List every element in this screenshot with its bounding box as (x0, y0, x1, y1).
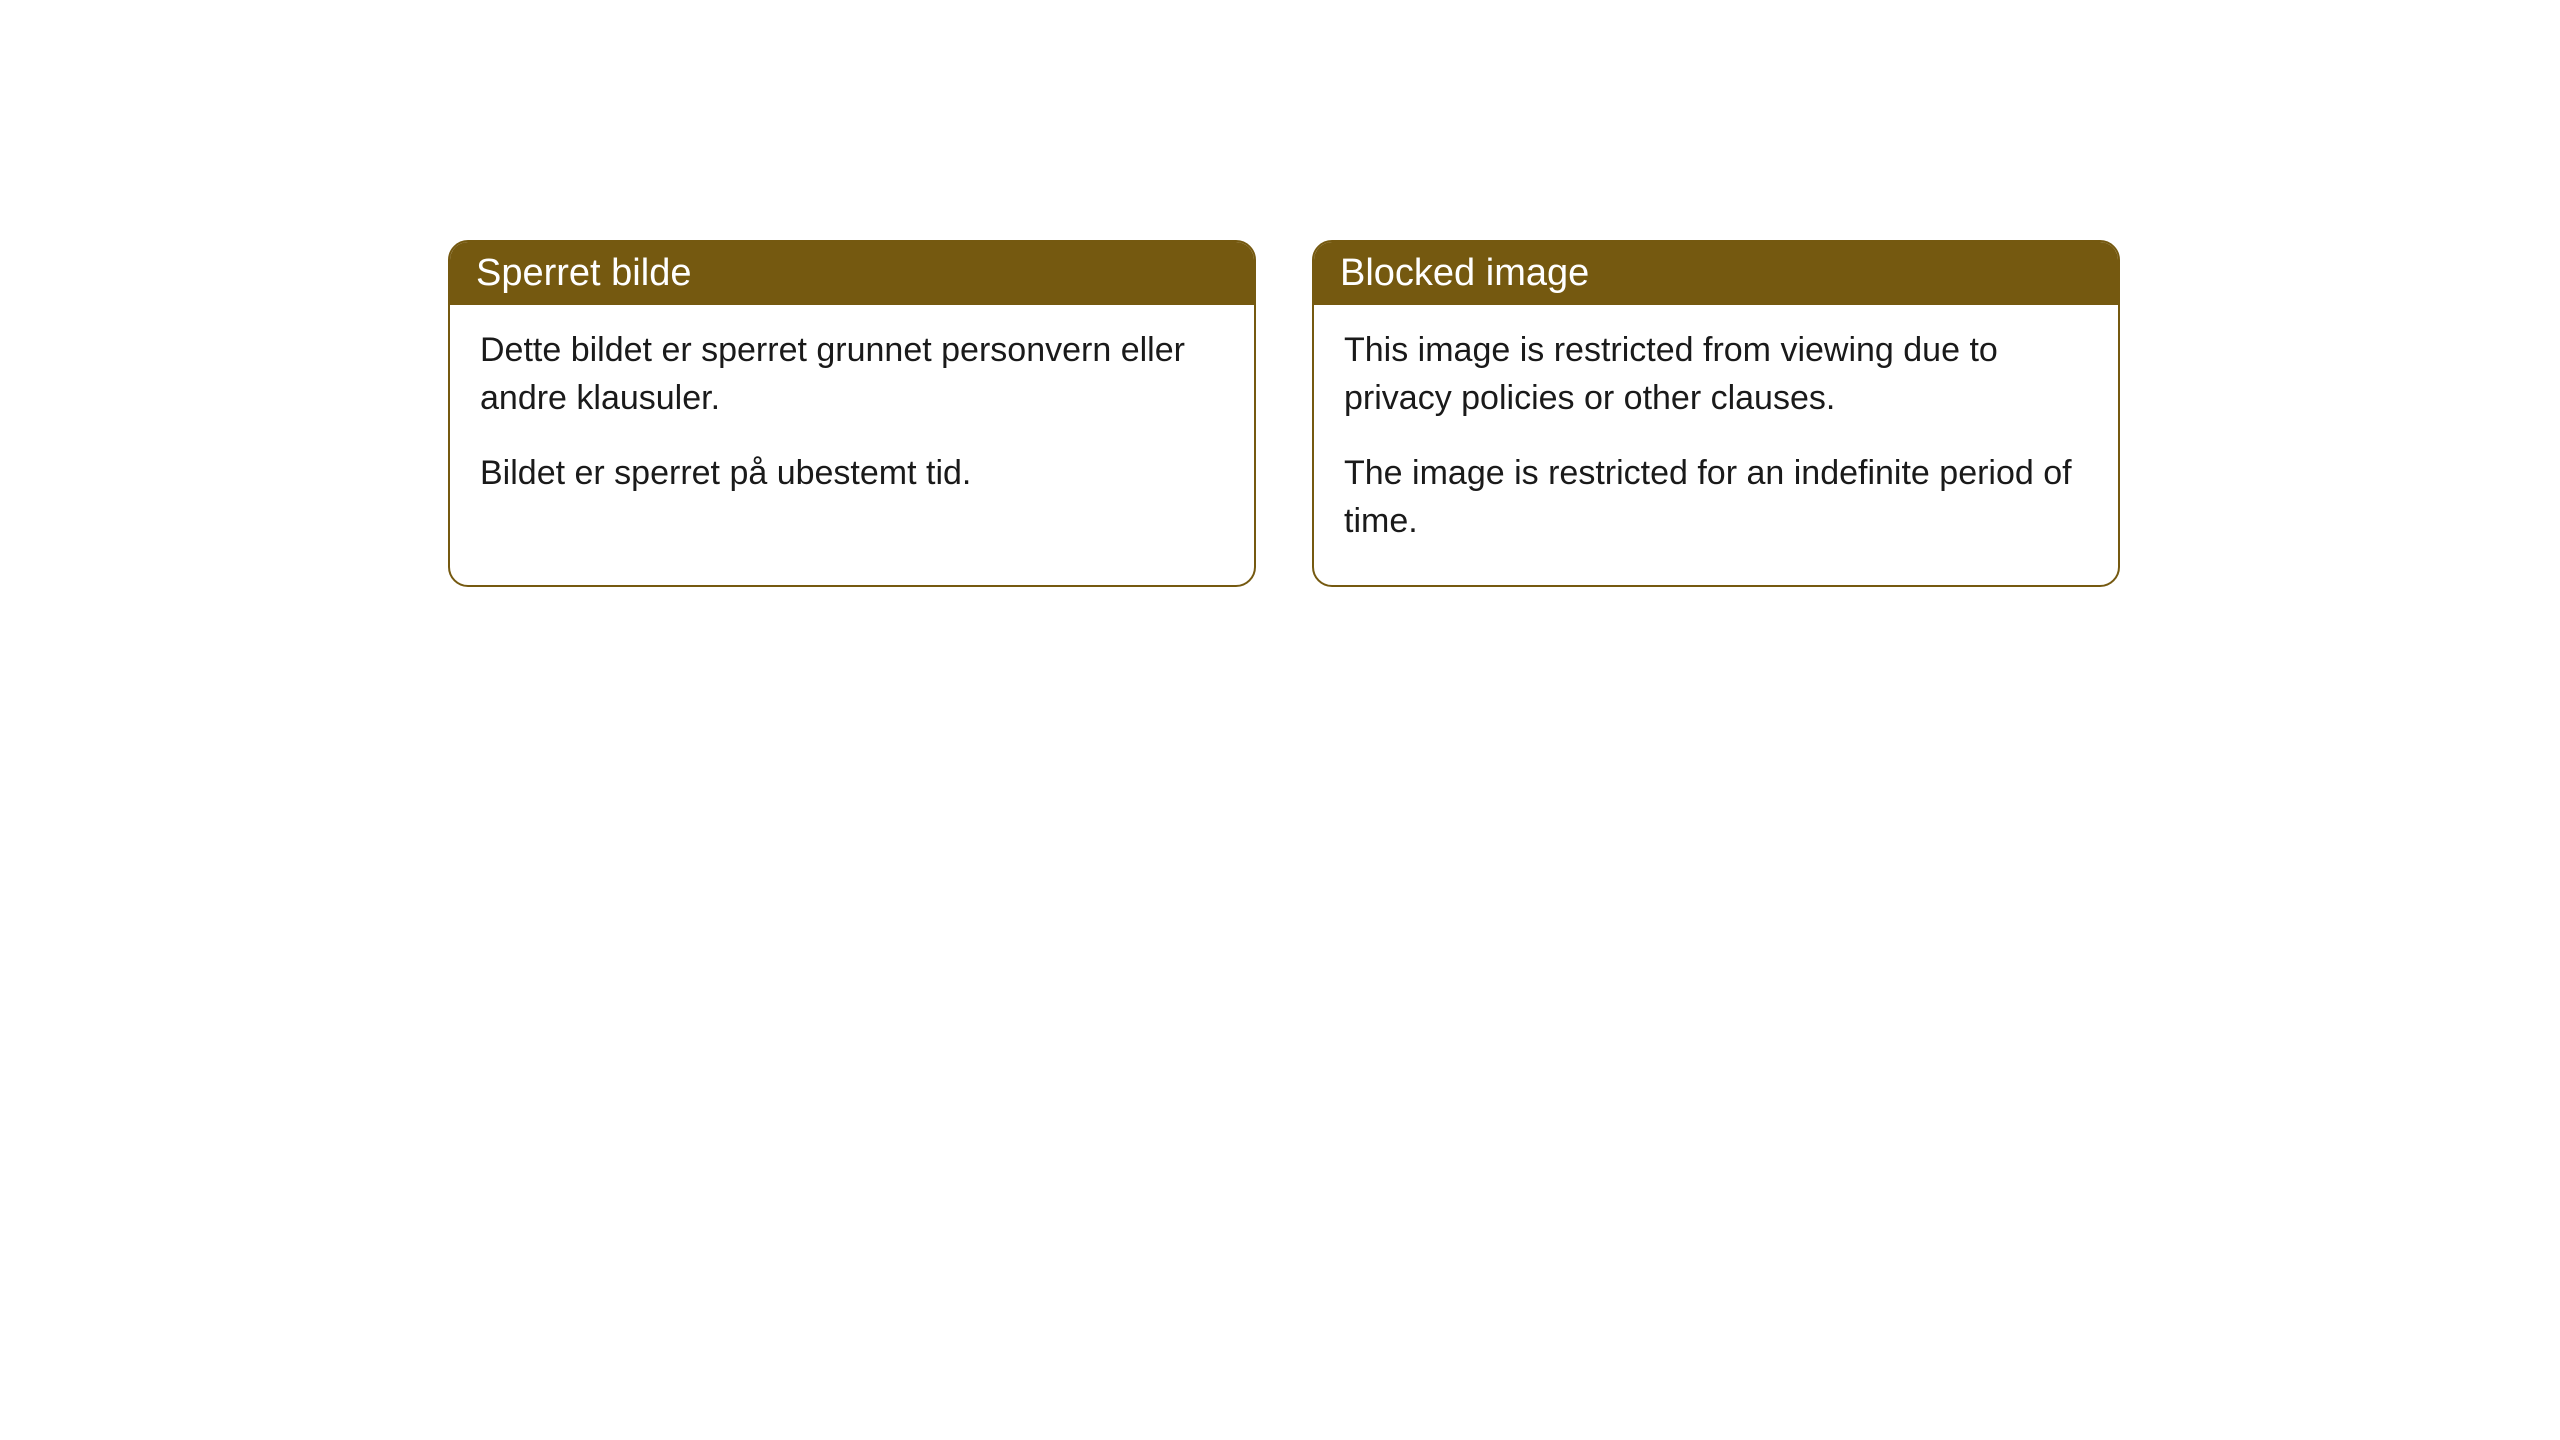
card-norwegian-body: Dette bildet er sperret grunnet personve… (450, 305, 1254, 538)
card-english-header: Blocked image (1314, 242, 2118, 305)
cards-container: Sperret bilde Dette bildet er sperret gr… (448, 240, 2120, 587)
card-norwegian: Sperret bilde Dette bildet er sperret gr… (448, 240, 1256, 587)
card-norwegian-paragraph-2: Bildet er sperret på ubestemt tid. (480, 450, 1224, 498)
card-norwegian-title: Sperret bilde (476, 252, 691, 294)
card-english-paragraph-1: This image is restricted from viewing du… (1344, 327, 2088, 422)
card-english-paragraph-2: The image is restricted for an indefinit… (1344, 450, 2088, 545)
card-english-body: This image is restricted from viewing du… (1314, 305, 2118, 585)
card-english: Blocked image This image is restricted f… (1312, 240, 2120, 587)
card-norwegian-header: Sperret bilde (450, 242, 1254, 305)
card-norwegian-paragraph-1: Dette bildet er sperret grunnet personve… (480, 327, 1224, 422)
card-english-title: Blocked image (1340, 252, 1589, 294)
